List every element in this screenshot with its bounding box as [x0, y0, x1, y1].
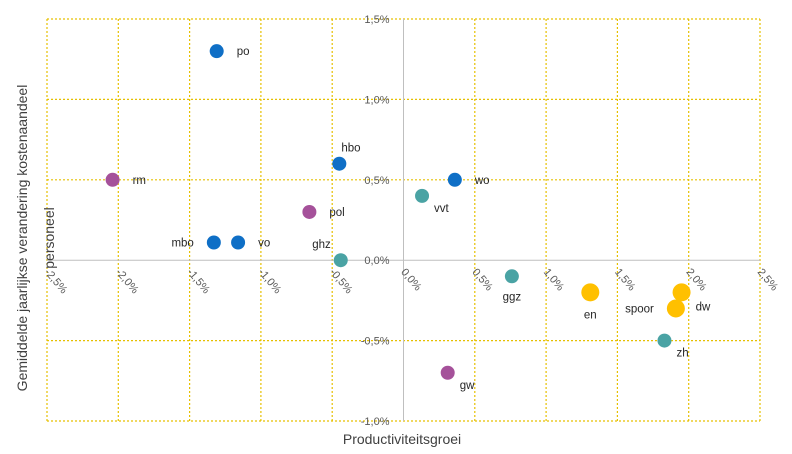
point-label-gw: gw: [460, 380, 475, 392]
y-tick-label: 1,0%: [364, 94, 389, 106]
y-tick-label: 1,5%: [364, 14, 389, 26]
y-axis-label-line-2: personeel: [41, 207, 57, 269]
data-point-mbo: [206, 235, 221, 250]
point-labels: po hbo wo mbo vo rm pol gw vvt ghz ggz zh en dw spoor: [133, 46, 711, 392]
data-point-ggz: [504, 269, 519, 284]
x-tick-label: -1,0%: [256, 266, 284, 296]
data-point-rm: [105, 172, 120, 187]
point-label-ghz: ghz: [312, 239, 331, 251]
y-axis-label-line-1: Gemiddelde jaarlijkse verandering kosten…: [14, 85, 30, 392]
y-tick-label: 0,0%: [364, 255, 389, 267]
point-label-vo: vo: [258, 238, 270, 250]
point-label-en: en: [584, 309, 597, 321]
data-point-ghz: [333, 253, 348, 268]
point-label-pol: pol: [329, 207, 344, 219]
point-label-zh: zh: [676, 348, 688, 360]
point-label-dw: dw: [696, 301, 711, 313]
point-label-spoor: spoor: [625, 303, 654, 315]
y-tick-label: 0,5%: [364, 175, 389, 187]
x-tick-label: 1,5%: [612, 266, 637, 293]
x-tick-label: 0,0%: [398, 266, 423, 293]
point-label-hbo: hbo: [341, 143, 360, 155]
x-tick-labels: -2,5% -2,0% -1,5% -1,0% -0,5% 0,0% 0,5% 1,0% 1,5…: [42, 266, 780, 296]
data-point-en: [581, 283, 600, 302]
x-tick-label: -2,0%: [113, 266, 141, 296]
data-points: [105, 44, 691, 380]
data-point-gw: [440, 365, 455, 380]
y-tick-label: -0,5%: [361, 336, 390, 348]
point-label-po: po: [237, 46, 250, 58]
y-tick-labels: -1,0% -0,5% 0,0% 0,5% 1,0% 1,5%: [361, 14, 390, 428]
x-tick-label: -0,5%: [327, 266, 355, 296]
point-label-wo: wo: [474, 175, 490, 187]
x-tick-label: 0,5%: [470, 266, 495, 293]
axes: [47, 19, 760, 421]
data-point-spoor: [666, 299, 685, 318]
data-point-vvt: [415, 188, 430, 203]
point-label-rm: rm: [133, 175, 146, 187]
data-point-dw: [672, 283, 691, 302]
point-label-ggz: ggz: [503, 291, 522, 303]
data-point-zh: [657, 333, 672, 348]
x-tick-label: 2,5%: [755, 266, 780, 293]
y-tick-label: -1,0%: [361, 416, 390, 428]
point-label-vvt: vvt: [434, 203, 450, 215]
data-point-hbo: [332, 156, 347, 171]
data-point-wo: [447, 172, 462, 187]
data-point-po: [209, 44, 224, 59]
x-tick-label: 1,0%: [541, 266, 566, 293]
point-label-mbo: mbo: [171, 238, 193, 250]
x-tick-label: -2,5%: [42, 266, 70, 296]
data-point-pol: [302, 204, 317, 219]
x-tick-label: -1,5%: [184, 266, 212, 296]
data-point-vo: [231, 235, 246, 250]
x-axis-label: Productiviteitsgroei: [343, 431, 461, 447]
y-axis-label: Gemiddelde jaarlijkse verandering kosten…: [14, 85, 57, 392]
